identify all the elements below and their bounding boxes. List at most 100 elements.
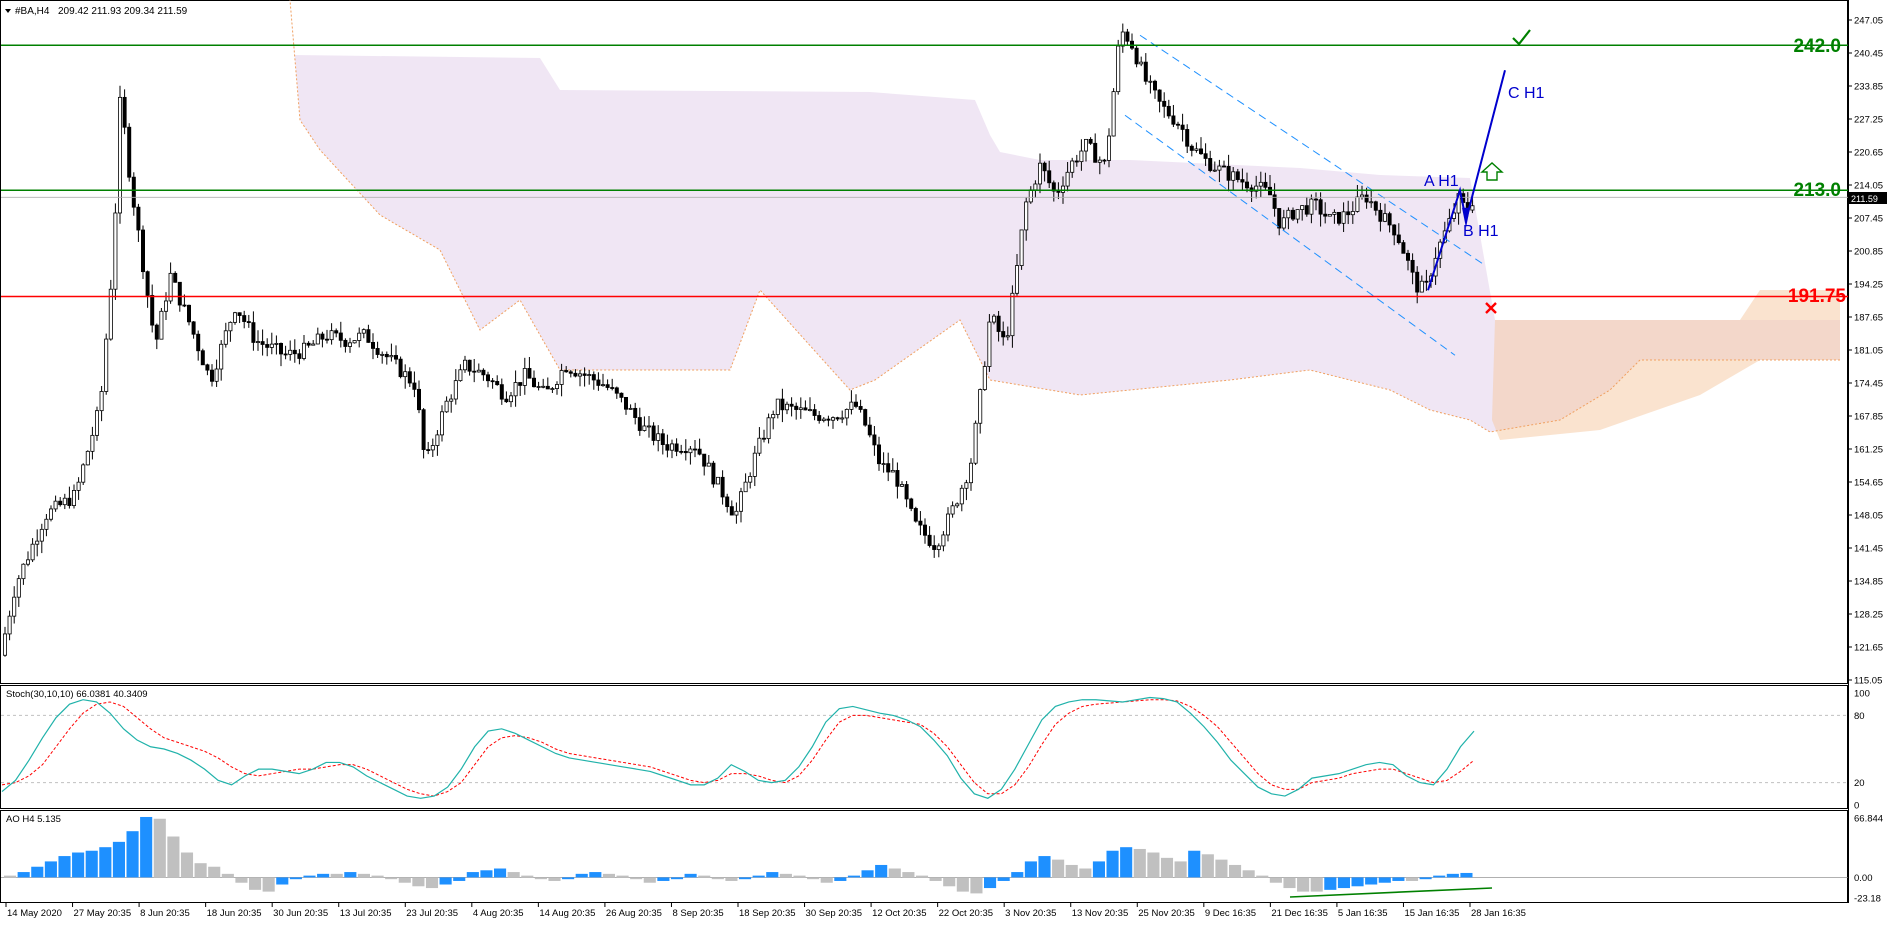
wave-projection xyxy=(1427,69,1506,291)
ao-bar xyxy=(453,877,466,881)
candle-body xyxy=(251,322,256,343)
time-tick-label: 13 Nov 20:35 xyxy=(1072,908,1129,919)
candle-body xyxy=(49,508,54,520)
candle-body xyxy=(927,534,932,546)
candle-body xyxy=(812,409,817,416)
candle-body xyxy=(849,401,854,410)
candle-body xyxy=(439,411,444,436)
ao-divergence-line xyxy=(1289,887,1493,898)
candle-body xyxy=(104,338,109,392)
current-price-value: 211.59 xyxy=(1851,194,1878,204)
candle-body xyxy=(315,333,320,345)
candle-body xyxy=(338,332,343,341)
candle-body xyxy=(743,481,748,493)
candle-body xyxy=(1268,186,1273,196)
time-tick-label: 26 Aug 20:35 xyxy=(606,908,662,919)
candle-body xyxy=(596,379,601,386)
time-tick-label: 5 Jan 16:35 xyxy=(1338,908,1388,919)
ao-bar xyxy=(643,877,656,883)
candle-body xyxy=(39,528,44,542)
ao-bar xyxy=(589,872,602,878)
candle-body xyxy=(99,391,104,412)
candle-body xyxy=(490,380,495,383)
ao-bar xyxy=(235,877,248,883)
ao-scale-label: 66.844 xyxy=(1854,814,1883,825)
ao-bar xyxy=(412,877,425,887)
candle-body xyxy=(1254,185,1259,192)
candle-body xyxy=(711,462,716,485)
ao-bar xyxy=(44,861,57,878)
candle-body xyxy=(1341,211,1346,224)
ao-bar xyxy=(466,872,479,878)
candle-body xyxy=(384,353,389,358)
candle-body xyxy=(578,373,583,377)
candle-body xyxy=(895,470,900,487)
candle-body xyxy=(1185,129,1190,147)
wave-b-arrowhead xyxy=(1462,207,1470,228)
candle-body xyxy=(785,403,790,411)
ao-bar xyxy=(1297,877,1310,892)
candle-body xyxy=(1061,185,1066,193)
time-tick-label: 9 Dec 16:35 xyxy=(1205,908,1256,919)
candle-body xyxy=(1125,31,1130,42)
candle-body xyxy=(25,559,30,565)
candle-body xyxy=(1074,160,1079,163)
ao-bar xyxy=(1174,861,1187,878)
time-tick-label: 4 Aug 20:35 xyxy=(473,908,524,919)
time-tick-label: 14 May 2020 xyxy=(7,908,62,919)
candle-body xyxy=(1378,209,1383,222)
candle-body xyxy=(237,312,242,316)
candle-body xyxy=(1047,170,1052,184)
cloud-fill xyxy=(290,0,1840,432)
candle-body xyxy=(1139,61,1144,65)
price-tick-label: 187.65 xyxy=(1854,313,1883,324)
candle-body xyxy=(159,310,164,340)
candle-body xyxy=(85,450,90,466)
candle-body xyxy=(347,342,352,347)
ao-bar xyxy=(126,831,139,878)
candle-body xyxy=(150,295,155,326)
candle-body xyxy=(1028,189,1033,203)
candle-body xyxy=(163,300,168,312)
candle-body xyxy=(725,496,730,508)
candle-body xyxy=(292,349,297,355)
candle-body xyxy=(936,545,941,550)
candle-body xyxy=(541,385,546,388)
candle-body xyxy=(3,633,8,656)
ao-bar xyxy=(494,868,507,878)
candle-body xyxy=(683,450,688,454)
candle-body xyxy=(430,445,435,451)
candle-body xyxy=(1332,211,1337,215)
candle-body xyxy=(375,348,380,355)
candle-body xyxy=(44,518,49,530)
candle-body xyxy=(656,433,661,441)
candle-body xyxy=(757,437,762,454)
ao-bar xyxy=(739,877,752,880)
ao-bar xyxy=(970,877,983,894)
candle-body xyxy=(867,424,872,436)
candlesticks xyxy=(3,23,1475,657)
ao-bar xyxy=(1405,877,1419,881)
candle-body xyxy=(1263,181,1268,188)
price-tick-label: 115.05 xyxy=(1854,676,1882,687)
ao-bar xyxy=(180,852,194,878)
ao-bar xyxy=(847,875,860,878)
candle-body xyxy=(844,408,849,419)
ao-bar xyxy=(140,816,153,878)
candle-body xyxy=(366,329,371,343)
candle-body xyxy=(564,370,569,373)
stochastic-oscillator: 100 80 20 0 xyxy=(1,689,1870,812)
candle-body xyxy=(1309,198,1314,215)
candle-body xyxy=(81,464,86,483)
ao-bar xyxy=(1337,877,1350,889)
candle-body xyxy=(1277,208,1282,229)
candle-body xyxy=(177,281,182,306)
chevron-down-icon[interactable] xyxy=(5,9,11,13)
descending-channel xyxy=(1124,34,1486,356)
ao-bar xyxy=(779,873,792,878)
price-tick-label: 167.85 xyxy=(1854,412,1883,423)
wave-a-label: A H1 xyxy=(1424,173,1459,190)
candle-body xyxy=(1235,171,1240,180)
